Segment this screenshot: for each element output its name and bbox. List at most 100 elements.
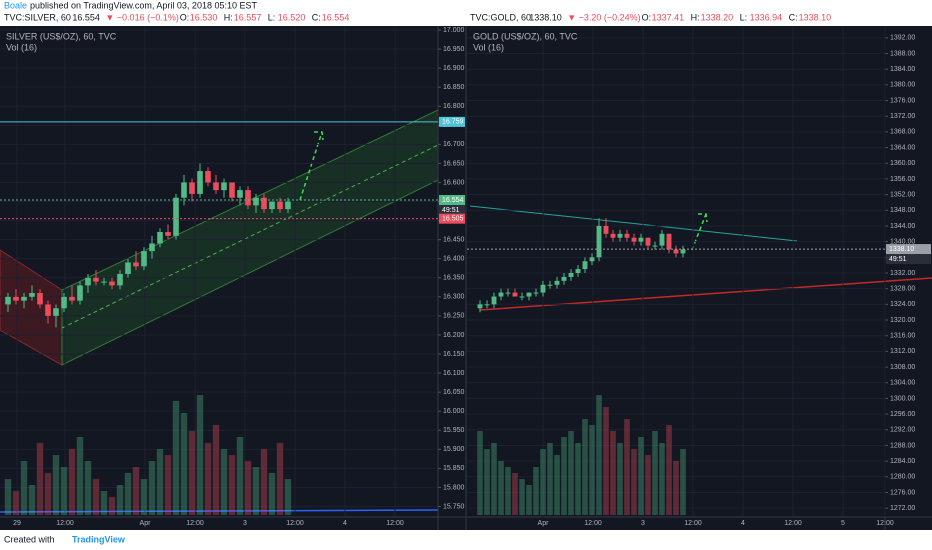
y-tick-label: 16.900 — [443, 65, 465, 72]
indicator-label: Vol (16) — [6, 42, 37, 52]
volume-bar — [132, 467, 140, 515]
y-tick-label: 16.650 — [443, 160, 465, 167]
candle-body — [666, 233, 672, 250]
volume-bar — [519, 479, 525, 515]
volume-bar — [68, 449, 76, 515]
candle-body — [125, 262, 131, 274]
quote-text: 16.520 — [278, 12, 306, 22]
y-tick-label: 15.850 — [443, 465, 465, 472]
candle-body — [505, 292, 511, 294]
volume-bar — [568, 431, 574, 515]
candle-body — [554, 280, 560, 285]
candle-body — [109, 281, 115, 286]
volume-bar — [631, 449, 637, 515]
quote-text: C: — [312, 12, 321, 22]
candle-body — [165, 232, 171, 236]
x-tick-label: 12:00 — [584, 520, 602, 527]
y-tick-label: 1364.00 — [890, 144, 915, 151]
y-tick-label: 16.000 — [443, 408, 465, 415]
y-tick-label: 1312.00 — [890, 348, 915, 355]
volume-bar — [20, 461, 28, 515]
candle-body — [37, 293, 43, 305]
volume-bar — [12, 491, 20, 515]
quote-text: TVC:GOLD, 60 — [470, 12, 531, 22]
candle-body — [29, 293, 35, 297]
quote-text: ▼ −3.20 (−0.24%) — [567, 12, 640, 22]
y-tick-label: 17.000 — [443, 27, 465, 34]
volume-bar — [561, 437, 567, 515]
x-tick-label: 4 — [741, 520, 745, 527]
y-tick-label: 16.700 — [443, 141, 465, 148]
x-tick-label: 12:00 — [56, 520, 74, 527]
candle-body — [491, 296, 497, 305]
y-tick-label: 1372.00 — [890, 113, 915, 120]
x-tick-label: 12:00 — [876, 520, 894, 527]
y-tick-label: 1332.00 — [890, 270, 915, 277]
volume-bar — [172, 401, 180, 515]
quote-text: C: — [789, 12, 798, 22]
volume-bar — [652, 431, 658, 515]
candle-body — [638, 237, 644, 242]
y-tick-label: 16.300 — [443, 294, 465, 301]
y-tick-label: 1344.00 — [890, 223, 915, 230]
y-tick-label: 1320.00 — [890, 317, 915, 324]
volume-bar — [512, 473, 518, 515]
x-tick-label: 12:00 — [286, 520, 304, 527]
countdown-label: 49:51 — [442, 207, 460, 214]
y-tick-label: 1276.00 — [890, 489, 915, 496]
volume-bar — [60, 467, 68, 515]
volume-bar — [124, 473, 132, 515]
x-tick-label: Apr — [538, 520, 550, 527]
volume-bar — [484, 449, 490, 515]
y-tick-label: 1352.00 — [890, 191, 915, 198]
candle-body — [269, 201, 275, 210]
candle-body — [181, 182, 187, 198]
y-tick-label: 1328.00 — [890, 286, 915, 293]
candle-body — [69, 296, 75, 301]
quote-text: 1338.10 — [799, 12, 832, 22]
y-tick-label: 16.450 — [443, 236, 465, 243]
y-tick-label: 16.800 — [443, 103, 465, 110]
candle-body — [205, 171, 211, 183]
volume-bar — [100, 491, 108, 515]
volume-bar — [477, 431, 483, 515]
volume-bar — [575, 443, 581, 515]
countdown-tag — [886, 254, 931, 265]
x-tick-label: 12:00 — [784, 520, 802, 527]
volume-bar — [252, 467, 260, 515]
brand-link[interactable]: TradingView — [72, 534, 126, 544]
y-tick-label: 16.600 — [443, 179, 465, 186]
chart-title: GOLD (US$/OZ), 60, TVC — [473, 31, 578, 41]
volume-bar — [673, 461, 679, 515]
volume-bar — [582, 419, 588, 515]
y-tick-label: 16.150 — [443, 351, 465, 358]
candle-body — [568, 273, 574, 277]
volume-bar — [491, 443, 497, 515]
candle-body — [21, 296, 27, 301]
volume-bar — [204, 443, 212, 515]
candle-body — [53, 308, 59, 316]
x-tick-label: 12:00 — [186, 520, 204, 527]
price-tag — [886, 244, 931, 255]
x-tick-label: 29 — [13, 520, 21, 527]
volume-bar — [180, 413, 188, 515]
candle-body — [624, 233, 630, 238]
candle-body — [659, 233, 665, 246]
candle-body — [645, 237, 651, 246]
candle-body — [561, 276, 567, 281]
volume-bar — [188, 431, 196, 515]
volume-bar — [666, 425, 672, 515]
volume-bar — [540, 449, 546, 515]
volume-bar — [44, 473, 52, 515]
y-tick-label: 1316.00 — [890, 333, 915, 340]
quote-text: 16.530 — [190, 12, 218, 22]
y-tick-label: 1304.00 — [890, 380, 915, 387]
y-tick-label: 16.100 — [443, 370, 465, 377]
y-tick-label: 16.350 — [443, 275, 465, 282]
candle-body — [5, 296, 11, 305]
price-tag — [439, 116, 465, 127]
forecast-arrow — [299, 131, 324, 201]
author-link[interactable]: Boale — [4, 0, 27, 10]
quote-text: 16.557 — [234, 12, 262, 22]
